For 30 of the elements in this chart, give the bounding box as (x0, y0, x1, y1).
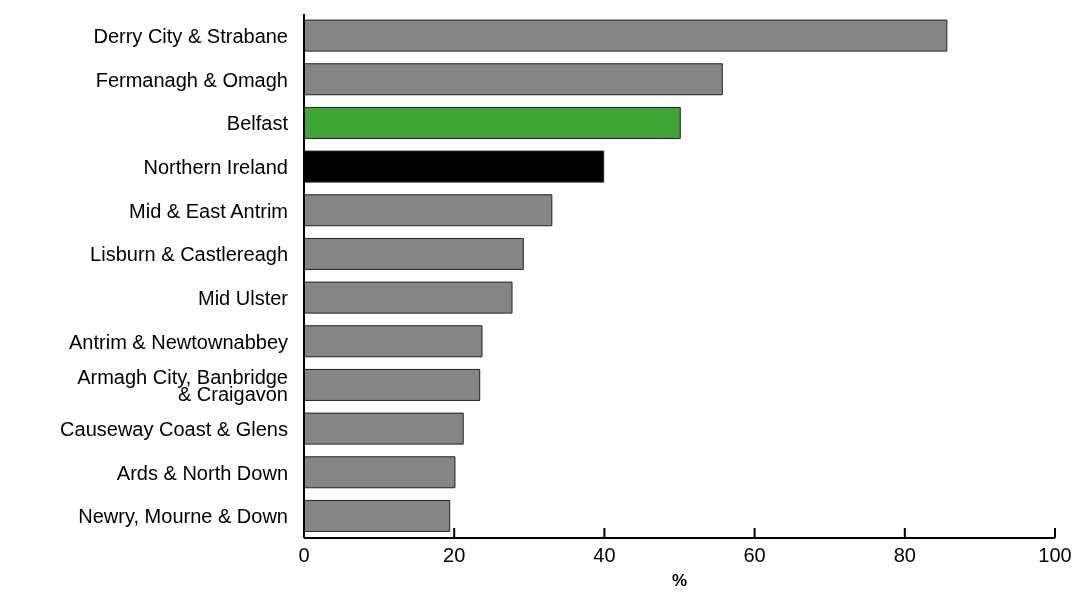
y-tick-label: Belfast (226, 112, 289, 135)
y-tick-label: Lisburn & Castlereagh (90, 243, 288, 266)
y-tick-label: Derry City & Strabane (93, 24, 288, 47)
y-tick-label: Northern Ireland (143, 155, 288, 178)
bar (304, 499, 451, 532)
bar (304, 412, 464, 445)
x-tick-label: 40 (593, 544, 616, 567)
bar (304, 106, 681, 139)
x-tick-label: 100 (1038, 544, 1072, 567)
x-tick-label: 20 (443, 544, 466, 567)
bar (304, 237, 524, 270)
bar (304, 368, 481, 401)
bar (304, 194, 553, 227)
bar (304, 63, 723, 96)
x-axis-title: % (671, 571, 688, 590)
bar (304, 19, 948, 52)
y-tick-label: Newry, Mourne & Down (78, 505, 288, 528)
y-tick-label: Mid Ulster (197, 286, 289, 309)
bar (304, 325, 483, 358)
y-tick-label: Causeway Coast & Glens (60, 417, 288, 440)
x-tick-label: 0 (298, 544, 310, 567)
bar (304, 456, 456, 489)
x-tick-label: 60 (743, 544, 766, 567)
y-tick-label: Fermanagh & Omagh (95, 68, 288, 91)
y-tick-label: Antrim & Newtownabbey (69, 330, 288, 353)
x-tick-label: 80 (893, 544, 916, 567)
y-tick-label: Mid & East Antrim (129, 199, 288, 222)
y-tick-label: Armagh City, Banbridge & Craigavon (77, 365, 288, 405)
y-tick-label: Ards & North Down (116, 461, 288, 484)
bar (304, 281, 513, 314)
